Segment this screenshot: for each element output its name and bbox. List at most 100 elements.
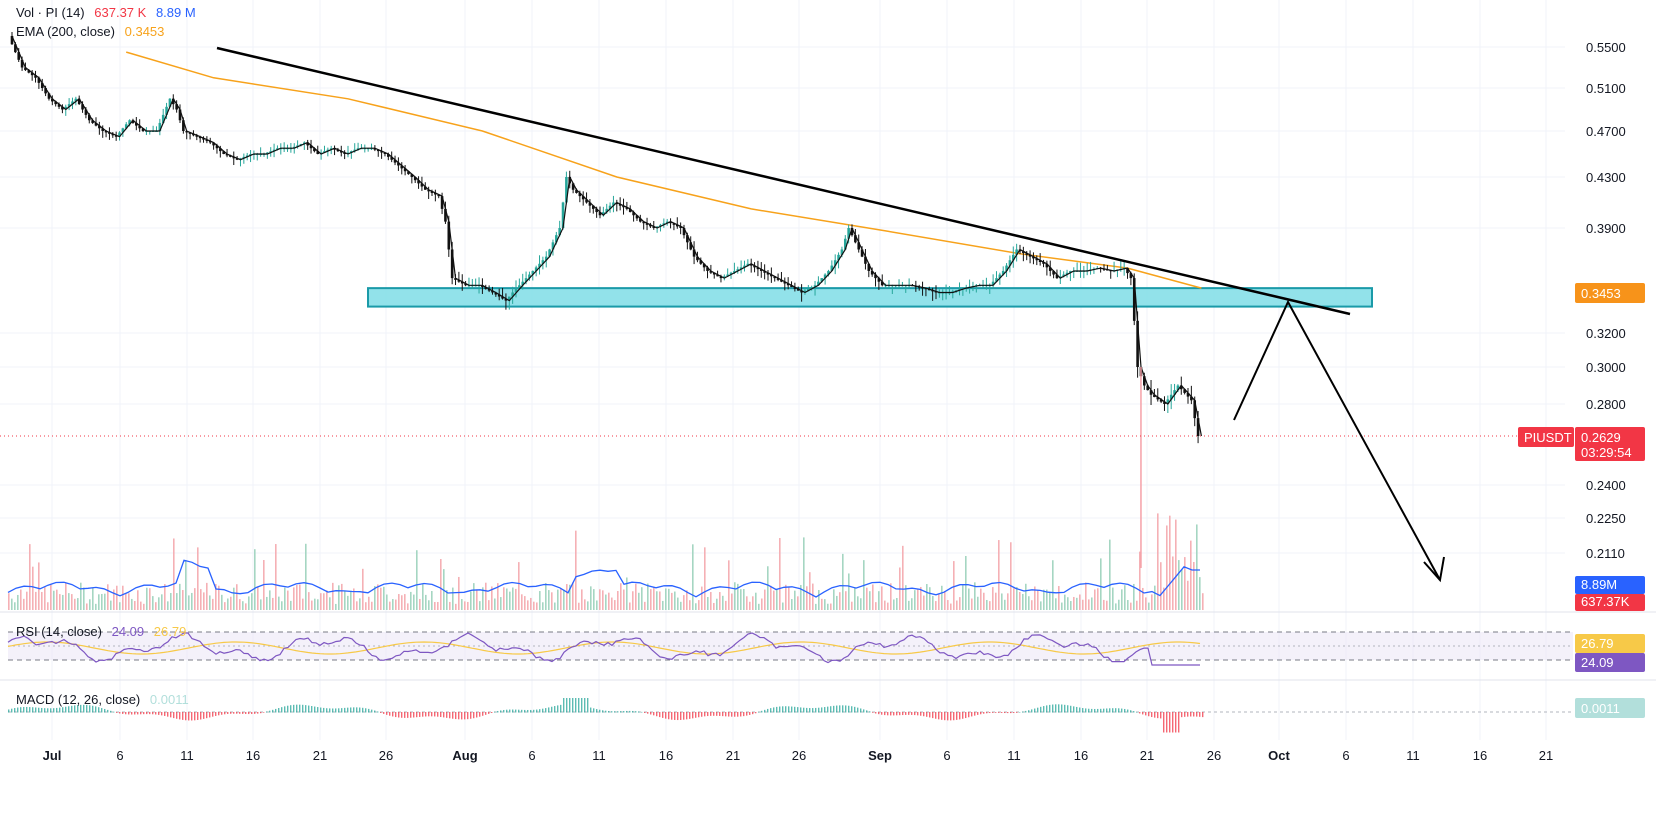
volume-bar	[776, 588, 778, 610]
volume-bar	[698, 600, 700, 610]
macd-histogram-bar	[704, 712, 706, 717]
candle-body	[854, 235, 857, 243]
macd-histogram-bar	[296, 704, 298, 713]
volume-bar	[395, 599, 397, 610]
macd-histogram-bar	[125, 712, 127, 715]
macd-histogram-bar	[629, 710, 631, 713]
volume-bar	[506, 588, 508, 610]
volume-badge-bg	[1575, 594, 1645, 611]
macd-histogram-bar	[1148, 712, 1150, 717]
candle-body	[602, 212, 605, 216]
macd-histogram-bar	[818, 707, 820, 713]
rsi-legend[interactable]: RSI (14, close) 24.09 26.79	[16, 624, 186, 639]
macd-histogram-bar	[671, 712, 673, 720]
candle-body	[1193, 400, 1197, 419]
candle-body	[534, 267, 538, 271]
rsi-ma-line	[7, 641, 1201, 655]
volume-bar	[839, 592, 841, 610]
macd-histogram-bar	[569, 698, 571, 713]
macd-histogram-bar	[980, 712, 982, 715]
volume-bar	[524, 596, 526, 610]
candle-body	[605, 208, 609, 213]
volume-bar	[485, 582, 487, 610]
macd-histogram-bar	[263, 712, 265, 713]
macd-histogram-bar	[659, 712, 661, 718]
candle-body	[618, 204, 622, 206]
price-series	[0, 31, 1520, 568]
macd-histogram-bar	[74, 705, 76, 713]
volume-bar	[584, 599, 586, 610]
volume-bar	[419, 598, 421, 610]
volume-bar	[632, 591, 634, 610]
time-axis[interactable]: Jul 6 11 16 21 26 Aug 6 11 16 21 26 Sep 6 11 16 21 26 Oct 6…	[43, 748, 1554, 763]
macd-histogram-bar	[1049, 704, 1051, 713]
rsi-legend-value: 24.09	[111, 624, 145, 639]
volume-bar	[1016, 587, 1018, 610]
volume-bar	[665, 588, 667, 610]
macd-legend[interactable]: MACD (12, 26, close) 0.0011	[16, 692, 189, 707]
volume-bar	[401, 595, 403, 610]
candle-body	[675, 224, 679, 227]
volume-bar	[860, 598, 862, 610]
macd-histogram-bar	[491, 712, 493, 714]
macd-histogram-bar	[713, 712, 715, 716]
candle-body	[430, 191, 434, 193]
macd-histogram-bar	[1016, 712, 1018, 713]
macd-pane	[8, 698, 1573, 733]
volume-bar	[89, 599, 91, 610]
candle-body	[870, 270, 874, 275]
macd-histogram-bar	[1139, 712, 1141, 714]
macd-histogram-bar	[575, 698, 577, 713]
macd-histogram-bar	[962, 712, 964, 719]
macd-histogram-bar	[761, 710, 763, 713]
volume-legend[interactable]: Vol · PI (14) 637.37 K 8.89 M	[16, 5, 196, 20]
volume-bar	[884, 600, 886, 610]
volume-bar	[1043, 589, 1045, 610]
volume-bar	[1193, 561, 1195, 610]
volume-bar	[938, 593, 940, 610]
arrow-head-icon	[1423, 556, 1445, 583]
macd-histogram-bar	[461, 712, 463, 720]
candle-body	[420, 183, 424, 187]
countdown-badge: 03:29:54	[1581, 445, 1632, 460]
macd-histogram-bar	[140, 712, 142, 715]
macd-histogram-bar	[806, 707, 808, 713]
trendline-drawings[interactable]	[216, 46, 1445, 583]
time-tick-label: 21	[313, 748, 327, 763]
volume-bar	[194, 588, 196, 610]
volume-bar	[461, 599, 463, 610]
macd-histogram-bar	[911, 712, 913, 715]
volume-bar	[500, 597, 502, 610]
price-axis[interactable]: 0.5500 0.5100 0.4700 0.4300 0.3900 0.3200 0.30…	[1586, 40, 1626, 561]
candle-body	[128, 120, 131, 125]
candle-body	[880, 281, 884, 286]
volume-bar	[356, 601, 358, 610]
candle-body	[528, 274, 531, 279]
support-zone[interactable]	[367, 287, 1373, 308]
volume-bar	[1184, 557, 1186, 610]
macd-histogram-bar	[1145, 712, 1147, 716]
volume-bar	[560, 588, 562, 610]
candle-body	[649, 224, 652, 227]
macd-histogram-bar	[473, 712, 475, 719]
ema-200-line	[125, 51, 1202, 289]
macd-histogram-bar	[917, 712, 919, 716]
macd-histogram-bar	[83, 704, 85, 713]
macd-histogram-bar	[668, 712, 670, 720]
macd-histogram-bar	[509, 709, 511, 713]
time-tick-label: Aug	[452, 748, 477, 763]
macd-histogram-bar	[782, 706, 784, 713]
macd-histogram-bar	[1076, 706, 1078, 713]
macd-histogram-bar	[443, 712, 445, 718]
volume-bar	[491, 586, 493, 610]
candle-body	[494, 292, 498, 295]
candle-body	[37, 77, 41, 83]
macd-histogram-bar	[173, 712, 175, 719]
macd-histogram-bar	[446, 712, 448, 718]
candle-body	[185, 131, 189, 133]
candle-body	[1008, 260, 1012, 266]
macd-histogram-bar	[707, 712, 709, 717]
ema-legend[interactable]: EMA (200, close) 0.3453	[16, 24, 164, 39]
volume-bar	[824, 599, 826, 610]
